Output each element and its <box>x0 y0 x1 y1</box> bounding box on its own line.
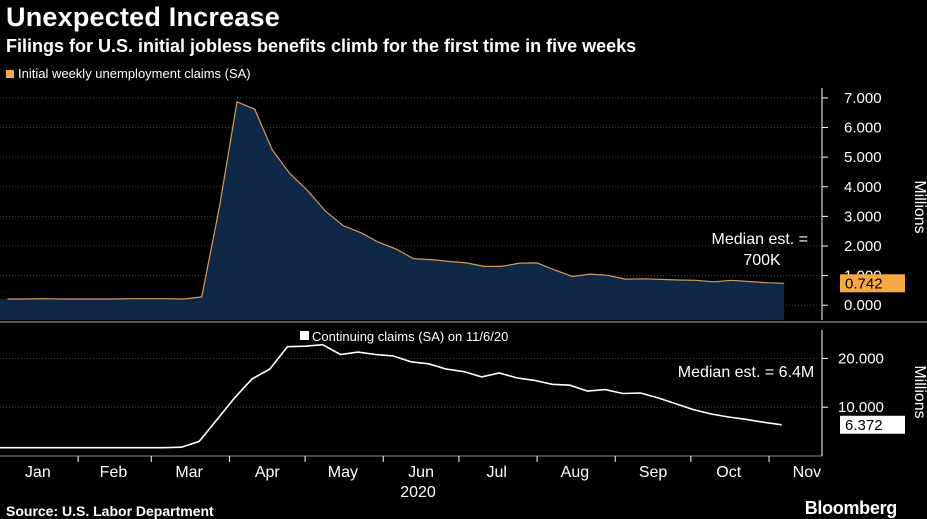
initial-y-tick-label: 7.000 <box>844 90 882 107</box>
x-axis-year: 2020 <box>400 484 436 501</box>
initial-y-tick-label: 0.000 <box>844 297 882 314</box>
initial-median-line-1: Median est. = <box>712 231 809 248</box>
continuing-y-axis-label: Millions <box>911 365 927 418</box>
x-tick-label: Aug <box>561 464 589 481</box>
continuing-y-tick-label: 20.000 <box>838 350 884 367</box>
bloomberg-logo: Bloomberg <box>804 498 898 518</box>
initial-claims-area <box>0 101 785 320</box>
continuing-last-value-badge <box>840 415 905 434</box>
initial-median-line-2: 700K <box>743 252 781 269</box>
continuing-y-tick-label: 10.000 <box>838 399 884 416</box>
x-tick-label: Jan <box>25 464 51 481</box>
continuing-legend-label: Continuing claims (SA) on 11/6/20 <box>312 329 508 344</box>
initial-y-tick-label: 6.000 <box>844 120 882 137</box>
x-tick-label: Jun <box>408 464 434 481</box>
continuing-median-annotation: Median est. = 6.4M <box>678 364 815 381</box>
x-tick-label: Nov <box>793 464 821 481</box>
initial-last-value: 0.742 <box>845 275 883 292</box>
chart-title: Unexpected Increase <box>6 2 280 32</box>
initial-median-annotation: Median est. = 700K <box>712 231 813 269</box>
continuing-legend-swatch <box>300 331 309 340</box>
initial-y-tick-label: 3.000 <box>844 208 882 225</box>
x-tick-label: Sep <box>639 464 668 481</box>
continuing-claims-panel: Continuing claims (SA) on 11/6/20 20.000… <box>0 329 927 456</box>
initial-y-tick-label: 2.000 <box>844 238 882 255</box>
x-axis-ticks: Jan Feb Mar Apr May Jun Jul Aug Sep Oct Nov <box>25 456 821 481</box>
chart-subtitle: Filings for U.S. initial jobless benefit… <box>6 36 637 56</box>
continuing-y-ticks: 20.000 10.000 <box>822 350 884 416</box>
initial-legend-label: Initial weekly unemployment claims (SA) <box>18 66 251 81</box>
continuing-claims-line <box>0 343 782 449</box>
source-note: Source: U.S. Labor Department <box>6 503 214 519</box>
initial-claims-line <box>7 100 785 300</box>
initial-last-value-badge <box>840 274 905 293</box>
x-tick-label: Apr <box>255 464 281 481</box>
continuing-last-value: 6.372 <box>845 417 883 434</box>
x-tick-label: May <box>328 464 358 481</box>
initial-y-tick-label: 5.000 <box>844 149 882 166</box>
x-tick-label: Feb <box>100 464 128 481</box>
x-tick-label: Oct <box>716 464 741 481</box>
initial-y-tick-label: 4.000 <box>844 179 882 196</box>
x-tick-label: Mar <box>175 464 203 481</box>
x-tick-label: Jul <box>487 464 507 481</box>
initial-legend-swatch <box>6 70 14 78</box>
initial-y-axis-label: Millions <box>911 180 927 233</box>
initial-claims-panel: Initial weekly unemployment claims (SA) … <box>0 66 927 320</box>
